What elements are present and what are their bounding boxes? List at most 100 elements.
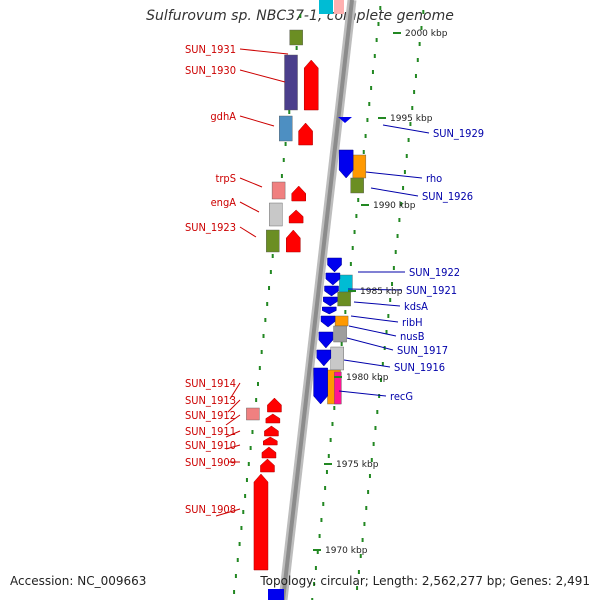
label-leader-line [225, 430, 241, 438]
outer-tick-mark [363, 522, 366, 526]
reverse-gene-arrow [325, 272, 341, 286]
outer-tick-mark [403, 170, 406, 174]
inner-tick-mark [288, 110, 291, 114]
forward-gene-arrow [291, 185, 306, 202]
scale-label: 1975 kbp [336, 460, 379, 470]
label-leader-line [239, 48, 289, 55]
outer-tick-mark [368, 474, 371, 478]
outer-tick-mark [396, 234, 399, 238]
cog-category-box [289, 29, 303, 46]
outer-tick-mark [418, 42, 421, 46]
outer-tick-mark [411, 106, 414, 110]
label-leader-line [338, 390, 387, 397]
inner-tick-mark [238, 542, 241, 546]
cog-category-box [350, 177, 364, 194]
reverse-gene-label: SUN_1929 [433, 127, 484, 140]
reverse-gene-label: SUN_1921 [406, 284, 457, 297]
label-leader-line [225, 414, 241, 426]
reverse-gene-label: SUN_1922 [409, 266, 460, 279]
outer-tick-mark [367, 490, 370, 494]
inner-tick-mark [373, 54, 376, 58]
inner-tick-mark [236, 558, 239, 562]
inner-tick-mark [364, 134, 367, 138]
cog-category-box [271, 181, 286, 200]
outer-tick-mark [374, 426, 377, 430]
forward-gene-label: SUN_1908 [185, 503, 236, 516]
reverse-gene-label: SUN_1926 [422, 190, 473, 203]
inner-tick-mark [344, 310, 347, 314]
inner-tick-mark [268, 286, 271, 290]
inner-tick-mark [311, 598, 314, 600]
inner-tick-mark [249, 446, 252, 450]
inner-tick-mark [282, 158, 285, 162]
outer-tick-mark [361, 538, 364, 542]
inner-tick-mark [320, 518, 323, 522]
inner-tick-mark [266, 302, 269, 306]
inner-tick-mark [333, 406, 336, 410]
outer-tick-mark [422, 10, 425, 14]
inner-tick-mark [351, 246, 354, 250]
reverse-gene-arrow [318, 331, 334, 349]
label-leader-line [346, 337, 394, 351]
forward-gene-arrow [263, 436, 278, 446]
forward-gene-arrow [303, 59, 319, 111]
scale-label: 1990 kbp [373, 201, 416, 211]
inner-tick-mark [269, 270, 272, 274]
inner-tick-mark [370, 86, 373, 90]
reverse-gene-arrow [322, 306, 337, 315]
forward-gene-label: SUN_1909 [185, 456, 236, 469]
reverse-gene-arrow [268, 589, 284, 600]
outer-tick-mark [372, 442, 375, 446]
forward-gene-label: SUN_1911 [185, 425, 236, 438]
forward-gene-label: trpS [215, 172, 236, 185]
outer-tick-mark [416, 58, 419, 62]
outer-tick-mark [359, 554, 362, 558]
inner-tick-mark [327, 454, 330, 458]
forward-gene-label: SUN_1931 [185, 43, 236, 56]
inner-tick-mark [242, 510, 245, 514]
outer-tick-mark [392, 266, 395, 270]
outer-tick-mark [357, 570, 360, 574]
backbone [278, 0, 357, 600]
outer-tick-mark [379, 378, 382, 382]
forward-gene-arrow [253, 473, 269, 571]
reverse-gene-label: kdsA [404, 300, 428, 313]
outer-tick-mark [385, 330, 388, 334]
label-leader-line [229, 382, 241, 400]
inner-tick-mark [340, 342, 343, 346]
reverse-gene-label: ribH [402, 316, 423, 329]
outer-tick-mark [378, 394, 381, 398]
inner-tick-mark [255, 398, 258, 402]
forward-gene-label: SUN_1923 [185, 221, 236, 234]
reverse-gene-arrow [316, 349, 332, 367]
reverse-gene-arrow [327, 257, 342, 273]
inner-tick-mark [314, 566, 317, 570]
inner-tick-mark [284, 142, 287, 146]
forward-gene-arrow [298, 122, 313, 146]
cog-category-box [334, 315, 349, 327]
forward-gene-label: SUN_1930 [185, 64, 236, 77]
label-leader-line [239, 69, 286, 83]
inner-tick-mark [244, 494, 247, 498]
inner-tick-mark [271, 254, 274, 258]
inner-tick-mark [256, 382, 259, 386]
label-leader-line [227, 399, 241, 413]
scale-label: 1995 kbp [390, 114, 433, 124]
forward-gene-label: SUN_1913 [185, 394, 236, 407]
forward-gene-arrow [261, 446, 277, 459]
reverse-gene-label: SUN_1916 [394, 361, 445, 374]
forward-gene-arrow [260, 458, 275, 473]
reverse-gene-arrow [338, 149, 354, 179]
inner-tick-mark [357, 198, 360, 202]
inner-tick-mark [262, 334, 265, 338]
cog-category-box [319, 0, 333, 14]
inner-tick-mark [325, 470, 328, 474]
label-leader-line [215, 508, 241, 517]
inner-tick-mark [245, 478, 248, 482]
outer-tick-mark [389, 298, 392, 302]
forward-gene-arrow [267, 397, 282, 413]
reverse-gene-label: rho [426, 172, 442, 185]
scale-label: 1980 kbp [346, 373, 389, 383]
label-leader-line [382, 124, 430, 134]
inner-tick-mark [331, 422, 334, 426]
